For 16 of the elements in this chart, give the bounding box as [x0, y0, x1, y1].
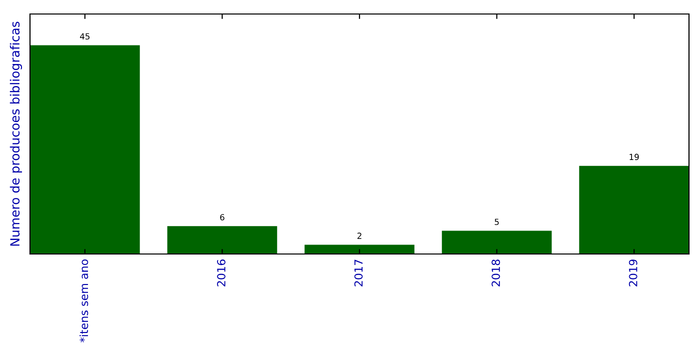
- data-label: 19: [630, 154, 639, 160]
- x-tick-label: 2017: [354, 260, 363, 286]
- x-tick-label: 2018: [492, 260, 500, 286]
- data-label: 6: [220, 214, 224, 220]
- bar: [30, 45, 140, 254]
- bar: [304, 244, 414, 254]
- x-tick-label: *itens sem ano: [80, 259, 88, 342]
- x-tick-label: 2016: [217, 260, 226, 286]
- data-label: 45: [80, 33, 90, 40]
- bar: [579, 166, 689, 254]
- data-label: 2: [357, 232, 362, 239]
- data-label: 5: [494, 218, 499, 226]
- bar: [167, 226, 278, 254]
- x-tick-label: 2019: [628, 260, 638, 286]
- y-axis-title: Numero de producoes bibliograficas: [10, 22, 22, 246]
- bar: [442, 230, 552, 254]
